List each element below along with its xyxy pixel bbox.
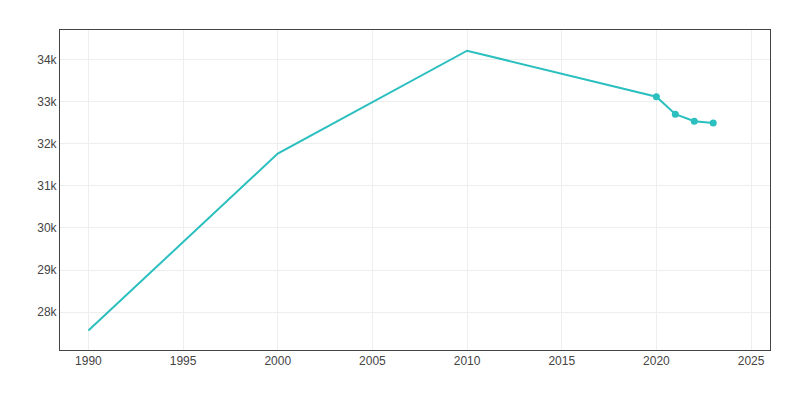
svg-text:2010: 2010 [454,354,481,368]
svg-text:2025: 2025 [738,354,765,368]
svg-text:28k: 28k [37,305,57,319]
svg-text:1995: 1995 [170,354,197,368]
svg-text:31k: 31k [37,179,57,193]
svg-text:30k: 30k [37,221,57,235]
svg-text:2005: 2005 [359,354,386,368]
svg-text:2000: 2000 [264,354,291,368]
svg-text:34k: 34k [37,53,57,67]
svg-text:2020: 2020 [643,354,670,368]
svg-text:32k: 32k [37,137,57,151]
svg-text:33k: 33k [37,95,57,109]
svg-text:2015: 2015 [548,354,575,368]
svg-text:1990: 1990 [75,354,102,368]
svg-text:29k: 29k [37,263,57,277]
